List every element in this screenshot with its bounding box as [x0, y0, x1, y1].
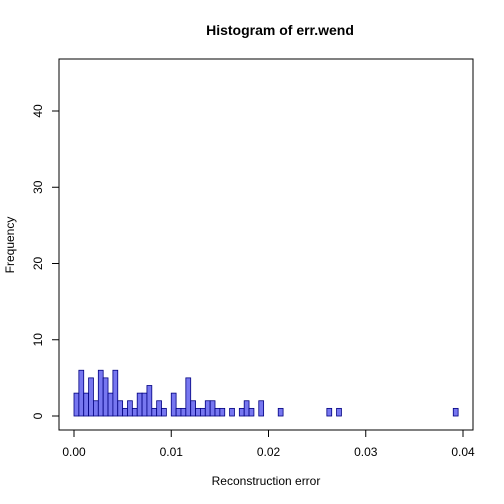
histogram-bar [117, 400, 124, 417]
x-axis-label: Reconstruction error [212, 474, 321, 488]
histogram-bar [107, 392, 114, 417]
y-axis: 0 10 20 30 40 [31, 104, 60, 419]
x-tick-label: 0.03 [354, 445, 378, 459]
x-tick-label: 0.02 [257, 445, 281, 459]
histogram-bar [200, 407, 206, 417]
x-tick-label: 0.01 [160, 445, 184, 459]
y-tick-label: 20 [31, 257, 45, 271]
y-tick-label: 0 [31, 412, 45, 419]
histogram-bar [170, 392, 177, 417]
bars-group [73, 369, 459, 417]
histogram-bar [185, 377, 192, 417]
y-tick-label: 10 [31, 333, 45, 347]
histogram-bar [248, 407, 255, 417]
histogram-bar [112, 369, 119, 417]
histogram-bar [326, 407, 333, 417]
y-tick-label: 40 [31, 104, 45, 118]
histogram-bar [97, 369, 104, 417]
histogram-bar [204, 400, 211, 417]
histogram-bar [93, 400, 99, 417]
histogram-bar [161, 407, 167, 417]
histogram-bar [195, 407, 201, 417]
histogram-bar [452, 407, 459, 417]
plot-box [58, 58, 474, 431]
histogram-bar [127, 400, 133, 417]
chart-title: Histogram of err.wend [206, 22, 354, 38]
histogram-bar [180, 407, 187, 417]
y-axis-label: Frequency [3, 217, 17, 274]
histogram-bar [277, 407, 284, 417]
histogram-bar [141, 392, 148, 417]
histogram-bar [83, 392, 89, 417]
histogram-bar [88, 377, 94, 417]
histogram-bar [238, 407, 245, 417]
histogram-bar [73, 392, 80, 417]
x-axis: 0.00 0.01 0.02 0.03 0.04 [62, 429, 475, 459]
histogram-bar [78, 369, 85, 417]
histogram-bar [336, 407, 342, 417]
histogram-bar [243, 400, 250, 417]
histogram-bar [214, 407, 221, 417]
histogram-bar [131, 407, 138, 417]
x-tick-label: 0.04 [451, 445, 475, 459]
histogram-bar [190, 400, 196, 417]
histogram-bar [102, 377, 109, 417]
histogram-bar [122, 407, 128, 417]
histogram-bar [209, 400, 216, 417]
histogram-bar [156, 400, 162, 417]
histogram-bar [258, 400, 265, 417]
x-tick-label: 0.00 [62, 445, 86, 459]
histogram-bar [219, 407, 226, 417]
histogram-bar [175, 407, 182, 417]
histogram-bar [136, 392, 143, 417]
histogram-bar [146, 385, 153, 417]
histogram-bar [229, 407, 235, 417]
histogram-bar [151, 407, 158, 417]
y-tick-label: 30 [31, 180, 45, 194]
